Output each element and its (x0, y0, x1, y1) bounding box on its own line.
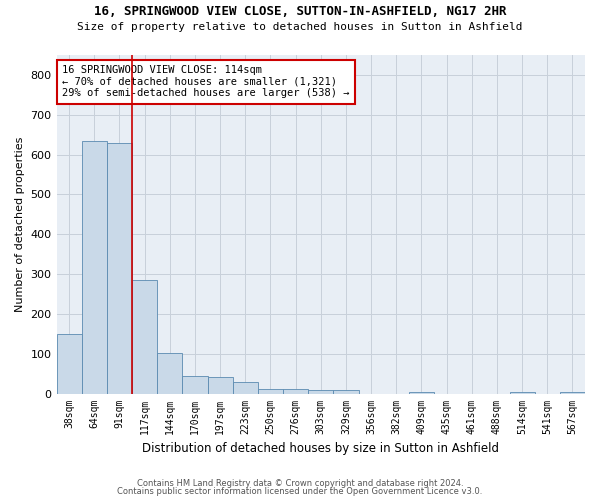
Text: Contains public sector information licensed under the Open Government Licence v3: Contains public sector information licen… (118, 487, 482, 496)
Bar (182, 376, 208, 394)
Bar (560, 392, 585, 394)
Text: Contains HM Land Registry data © Crown copyright and database right 2024.: Contains HM Land Registry data © Crown c… (137, 478, 463, 488)
Bar (509, 392, 535, 394)
Y-axis label: Number of detached properties: Number of detached properties (15, 136, 25, 312)
Bar (233, 382, 258, 394)
Text: Size of property relative to detached houses in Sutton in Ashfield: Size of property relative to detached ho… (77, 22, 523, 32)
Bar (132, 280, 157, 394)
Bar (334, 390, 359, 394)
Bar (409, 392, 434, 394)
Text: 16, SPRINGWOOD VIEW CLOSE, SUTTON-IN-ASHFIELD, NG17 2HR: 16, SPRINGWOOD VIEW CLOSE, SUTTON-IN-ASH… (94, 5, 506, 18)
X-axis label: Distribution of detached houses by size in Sutton in Ashfield: Distribution of detached houses by size … (142, 442, 499, 455)
Bar (82, 140, 107, 394)
Bar (308, 390, 334, 394)
Bar (56, 334, 82, 394)
Bar (107, 142, 132, 394)
Bar (283, 389, 308, 394)
Bar (157, 353, 182, 394)
Bar (208, 377, 233, 394)
Bar (258, 389, 283, 394)
Text: 16 SPRINGWOOD VIEW CLOSE: 114sqm
← 70% of detached houses are smaller (1,321)
29: 16 SPRINGWOOD VIEW CLOSE: 114sqm ← 70% o… (62, 65, 349, 98)
